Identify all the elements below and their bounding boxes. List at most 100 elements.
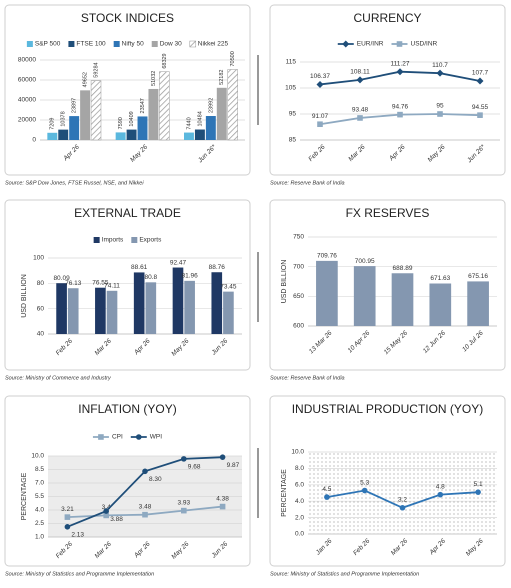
y-tick-label: 100 [33,255,44,262]
point [397,111,403,118]
x-tick-label: Jun 26 [210,337,230,357]
x-tick-label: Feb 26 [352,537,372,557]
legend-label: FTSE 100 [76,41,106,48]
value-label: 3.48 [139,503,152,510]
bar [205,116,216,140]
bar [47,132,58,140]
value-label: 3.21 [61,506,74,513]
point [477,112,483,118]
x-tick-label: Feb 26 [55,337,75,357]
y-tick-label: 4.0 [295,498,304,505]
legend-marker [396,41,403,47]
bar [67,288,79,334]
bar [137,116,148,140]
value-label: 95 [436,103,444,110]
y-tick-label: 80 [37,280,45,287]
legend-label: Imports [102,237,124,244]
y-tick-label: 600 [293,323,304,330]
legend-label: CPI [112,434,123,441]
y-tick-label: 700 [293,263,304,270]
bar [223,291,234,334]
panel [4,4,251,176]
x-tick-label: 12 Jun 26 [422,329,447,354]
x-tick-label: May 26 [465,537,485,557]
point [142,468,148,475]
y-tick-label: 0.0 [295,531,304,538]
y-tick-label: 20000 [18,117,36,124]
bar [194,129,205,140]
value-label: 23992 [208,98,214,113]
value-label: 110.7 [432,62,448,69]
bar [106,290,118,334]
title-box: CURRENCY [353,11,421,25]
point [437,111,443,117]
y-tick-label: 40000 [18,97,36,104]
value-label: 68329 [162,53,168,68]
x-tick-label: Feb 26 [307,143,327,163]
title-box: INDUSTRIAL PRODUCTION (YOY) [292,402,484,416]
bar [133,272,145,334]
value-label: 93.48 [352,107,369,114]
y-tick-label: 105 [285,85,296,92]
bar [353,266,376,326]
point [476,77,484,85]
value-label: 7209 [50,118,56,130]
x-tick-label: Apr 26 [132,337,151,356]
legend-marker [98,434,104,440]
legend-label: EUR/INR [357,41,384,48]
point [142,511,148,518]
value-label: 49652 [83,72,89,87]
x-tick-label: Apr 26 [428,537,447,556]
x-tick-label: 15 May 26 [383,329,410,356]
panel [269,395,506,567]
point [103,508,109,514]
x-tick-label: May 26 [427,143,447,163]
legend-label: WPI [150,434,162,441]
bar [56,283,67,334]
legend-label: Exports [139,237,162,244]
y-tick-label: 10.0 [291,449,304,456]
panel [269,4,506,176]
bar [90,80,102,141]
point [475,489,481,495]
title-box: STOCK INDICES [81,11,174,25]
value-label: 94.55 [472,104,489,111]
value-label: 5.3 [360,479,369,486]
value-label: 700.95 [355,258,375,265]
x-tick-label: Mar 26 [94,540,114,560]
value-label: 51032 [151,71,157,86]
x-tick-label: Mar 26 [390,537,410,557]
value-label: 73.45 [220,283,237,290]
panel [4,395,251,567]
title-box: EXTERNAL TRADE [74,206,181,220]
legend-swatch [68,41,75,47]
x-tick-label: Jun 26* [196,143,218,165]
point [436,69,444,77]
chart-title: INFLATION (YOY) [78,402,177,416]
chart-title: EXTERNAL TRADE [74,206,181,220]
value-label: 4.8 [436,483,445,490]
legend-swatch [113,41,120,47]
value-label: 23897 [72,98,78,113]
bar [184,132,194,140]
y-tick-label: 40 [37,331,45,338]
legend-label: Nikkei 225 [198,41,229,48]
y-tick-label: 10.0 [31,453,44,460]
legend: Imports Exports [93,237,162,244]
value-label: 10484 [197,111,203,126]
y-tick-label: 650 [293,293,304,300]
value-label: 81.96 [181,273,198,280]
value-label: 7590 [118,117,124,129]
bar [316,260,338,326]
value-label: 59284 [93,62,99,77]
x-tick-label: May 26 [170,540,190,560]
legend-label: USD/INR [411,41,438,48]
value-label: 7440 [186,117,192,129]
y-tick-label: 115 [286,59,297,66]
x-tick-label: Jan 26 [314,537,334,557]
value-label: 76.55 [92,279,109,286]
value-label: 9.87 [227,462,240,469]
bar [216,87,227,140]
x-tick-label: 10 Jul 26 [461,329,485,353]
